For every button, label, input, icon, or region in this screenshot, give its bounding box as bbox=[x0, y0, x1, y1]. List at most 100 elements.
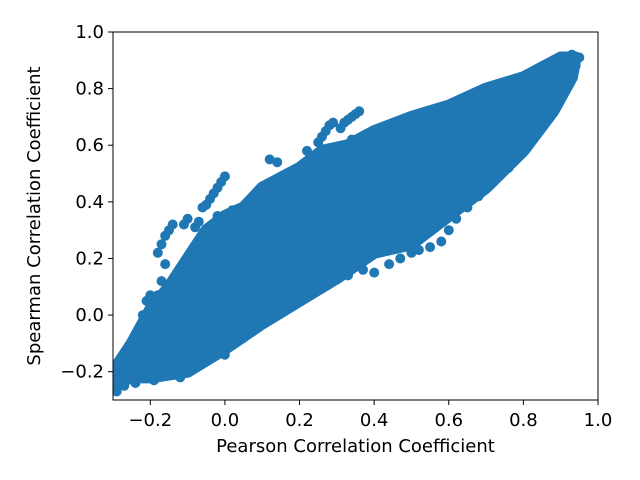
scatter-point bbox=[152, 290, 163, 301]
scatter-point bbox=[160, 230, 171, 241]
scatter-point bbox=[160, 366, 171, 377]
scatter-point bbox=[525, 123, 536, 134]
scatter-point bbox=[182, 213, 193, 224]
scatter-point bbox=[384, 259, 395, 270]
scatter-point bbox=[458, 103, 469, 114]
scatter-point bbox=[272, 157, 283, 168]
y-tick-label: 0.6 bbox=[75, 135, 104, 156]
scatter-point bbox=[302, 145, 312, 156]
scatter-point bbox=[219, 349, 230, 360]
scatter-point bbox=[219, 171, 230, 182]
scatter-point bbox=[208, 338, 219, 349]
scatter-point bbox=[156, 276, 167, 287]
x-tick-label: 0.2 bbox=[285, 410, 314, 431]
scatter-point bbox=[130, 352, 141, 363]
scatter-point bbox=[544, 72, 555, 83]
scatter-point bbox=[343, 270, 353, 281]
scatter-point bbox=[440, 109, 450, 120]
scatter-point bbox=[451, 106, 462, 117]
scatter-point bbox=[175, 372, 186, 383]
scatter-point bbox=[488, 177, 499, 187]
scatter-point bbox=[518, 131, 529, 142]
scatter-point bbox=[481, 94, 492, 105]
y-axis-title: Spearman Correlation Coefficient bbox=[24, 66, 45, 365]
scatter-point bbox=[275, 304, 286, 315]
scatter-point bbox=[436, 236, 447, 247]
scatter-point bbox=[533, 83, 544, 94]
scatter-point bbox=[559, 55, 570, 66]
scatter-point bbox=[212, 211, 223, 221]
scatter-point bbox=[145, 332, 156, 343]
scatter-point bbox=[514, 140, 525, 151]
scatter-point bbox=[358, 264, 368, 275]
scatter-point bbox=[462, 202, 473, 213]
scatter-point bbox=[395, 253, 406, 264]
x-tick-label: 0.4 bbox=[360, 410, 389, 431]
scatter-point bbox=[264, 310, 275, 321]
scatter-point bbox=[354, 106, 365, 117]
scatter-point bbox=[149, 375, 159, 386]
scatter-point bbox=[570, 61, 581, 71]
scatter-point bbox=[537, 106, 547, 117]
scatter-point bbox=[238, 332, 249, 343]
scatter-point bbox=[113, 375, 122, 386]
scatter-point bbox=[488, 89, 499, 100]
scatter-point bbox=[113, 386, 122, 397]
scatter-point bbox=[518, 75, 529, 86]
y-tick-label: 0.2 bbox=[75, 248, 104, 269]
scatter-point bbox=[175, 295, 186, 306]
x-tick-label: 0.8 bbox=[509, 410, 538, 431]
scatter-point bbox=[510, 151, 521, 162]
scatter-point bbox=[141, 295, 152, 306]
scatter-point bbox=[190, 315, 201, 326]
scatter-point bbox=[137, 344, 148, 354]
scatter-point bbox=[227, 205, 238, 216]
x-tick-label: 0.6 bbox=[434, 410, 463, 431]
scatter-point bbox=[160, 259, 171, 270]
plot-area bbox=[112, 31, 599, 401]
x-tick-label: −0.2 bbox=[128, 410, 172, 431]
scatter-point bbox=[134, 324, 145, 335]
scatter-point bbox=[425, 242, 436, 253]
y-tick-label: −0.2 bbox=[60, 362, 104, 383]
scatter-point bbox=[387, 128, 398, 139]
scatter-point bbox=[201, 349, 212, 360]
y-tick-label: 0.0 bbox=[75, 305, 104, 326]
scatter-point bbox=[451, 213, 462, 224]
scatter-point bbox=[193, 216, 204, 227]
scatter-point bbox=[346, 134, 357, 145]
scatter-point bbox=[328, 117, 339, 128]
scatter-point bbox=[529, 92, 540, 103]
scatter-point bbox=[182, 352, 193, 363]
x-axis-ticks: −0.2 0.0 0.2 0.4 0.6 0.8 1.0 bbox=[128, 400, 612, 431]
scatter-point bbox=[473, 191, 484, 202]
x-tick-label: 1.0 bbox=[584, 410, 613, 431]
y-tick-label: 0.4 bbox=[75, 192, 104, 213]
scatter-point bbox=[137, 310, 148, 321]
scatter-point bbox=[149, 349, 159, 360]
scatter-point bbox=[503, 162, 514, 173]
y-axis-ticks: −0.2 0.0 0.2 0.4 0.6 0.8 1.0 bbox=[60, 22, 113, 383]
scatter-point bbox=[152, 247, 163, 258]
scatter-point bbox=[499, 83, 510, 94]
y-tick-label: 0.8 bbox=[75, 79, 104, 100]
scatter-point bbox=[369, 267, 380, 278]
scatter-point bbox=[156, 239, 167, 250]
scatter-point bbox=[510, 78, 521, 88]
scatter-point bbox=[264, 154, 275, 165]
y-tick-label: 1.0 bbox=[75, 22, 104, 43]
scatter-point bbox=[287, 298, 298, 309]
scatter-marks bbox=[113, 49, 585, 397]
scatter-point bbox=[555, 83, 566, 94]
scatter-point bbox=[249, 324, 260, 335]
scatter-point bbox=[552, 63, 562, 74]
scatter-point bbox=[126, 363, 137, 374]
scatter-point bbox=[548, 92, 559, 103]
x-axis-title: Pearson Correlation Coefficient bbox=[216, 436, 495, 457]
scatter-point bbox=[563, 72, 574, 83]
scatter-point bbox=[369, 131, 380, 142]
scatter-point bbox=[566, 49, 577, 60]
scatter-point bbox=[413, 245, 424, 255]
scatter-point bbox=[130, 378, 141, 388]
